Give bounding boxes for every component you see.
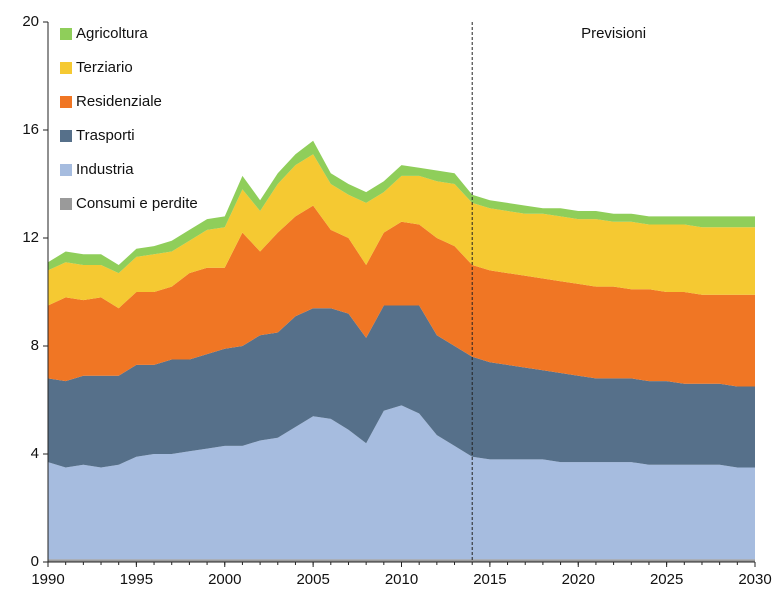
legend-swatch — [60, 130, 72, 142]
x-tick-label: 2000 — [208, 571, 241, 588]
area — [48, 205, 755, 387]
y-tick-label: 8 — [31, 337, 39, 354]
legend-swatch — [60, 164, 72, 176]
legend-label: Terziario — [76, 59, 133, 76]
area — [48, 154, 755, 309]
legend-label: Residenziale — [76, 93, 162, 110]
legend-label: Industria — [76, 161, 134, 178]
legend-swatch — [60, 96, 72, 108]
y-tick-label: 4 — [31, 445, 39, 462]
y-tick-label: 12 — [22, 229, 39, 246]
x-tick-label: 2015 — [473, 571, 506, 588]
x-tick-label: 1990 — [31, 571, 64, 588]
y-tick-label: 0 — [31, 553, 39, 570]
legend-label: Trasporti — [76, 127, 135, 144]
legend-swatch — [60, 198, 72, 210]
x-tick-label: 2005 — [296, 571, 329, 588]
x-tick-label: 2010 — [385, 571, 418, 588]
area — [48, 140, 755, 274]
y-tick-label: 20 — [22, 13, 39, 30]
x-tick-label: 2020 — [562, 571, 595, 588]
annotation: Previsioni — [581, 25, 646, 42]
legend-label: Consumi e perdite — [76, 195, 198, 212]
legend-swatch — [60, 62, 72, 74]
x-tick-label: 2025 — [650, 571, 683, 588]
legend-swatch — [60, 28, 72, 40]
legend-label: Agricoltura — [76, 25, 148, 42]
area — [48, 305, 755, 468]
x-tick-label: 2030 — [738, 571, 771, 588]
x-tick-label: 1995 — [120, 571, 153, 588]
area — [48, 405, 755, 560]
y-tick-label: 16 — [22, 121, 39, 138]
area — [48, 559, 755, 562]
